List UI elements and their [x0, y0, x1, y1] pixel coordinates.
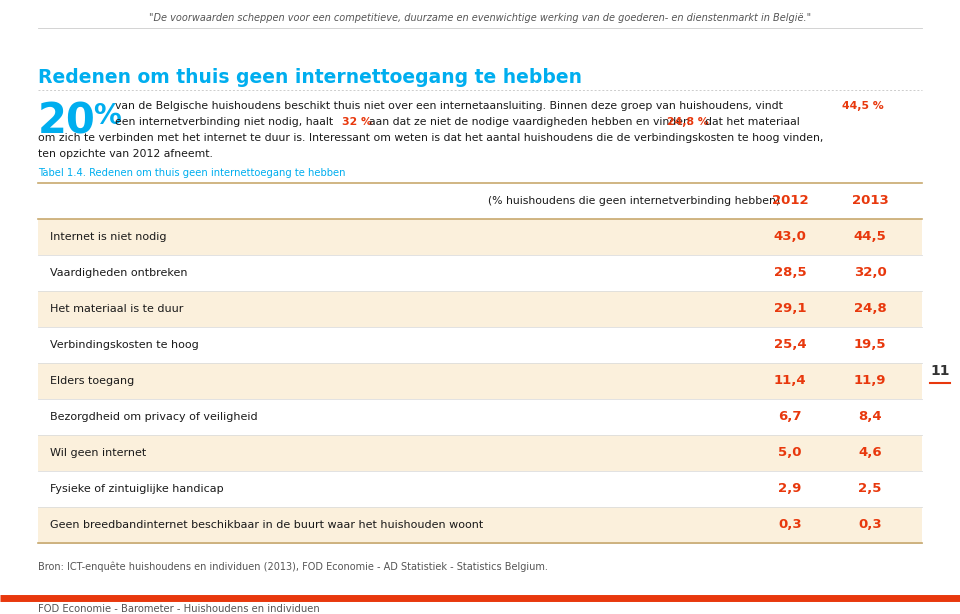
Text: ten opzichte van 2012 afneemt.: ten opzichte van 2012 afneemt.: [38, 149, 213, 159]
Text: 43,0: 43,0: [774, 230, 806, 244]
Text: %: %: [93, 102, 121, 130]
Text: 5,0: 5,0: [779, 446, 802, 459]
Bar: [38, 471, 922, 507]
Text: 0,3: 0,3: [779, 518, 802, 532]
Text: Het materiaal is te duur: Het materiaal is te duur: [50, 304, 183, 314]
Bar: [38, 435, 922, 471]
Text: Tabel 1.4. Redenen om thuis geen internettoegang te hebben: Tabel 1.4. Redenen om thuis geen interne…: [38, 168, 346, 178]
Text: 32,0: 32,0: [853, 266, 886, 279]
Text: 32 %: 32 %: [342, 117, 372, 127]
Text: 8,4: 8,4: [858, 411, 882, 424]
Text: 28,5: 28,5: [774, 266, 806, 279]
Text: 2013: 2013: [852, 195, 888, 208]
Text: Internet is niet nodig: Internet is niet nodig: [50, 232, 166, 242]
Text: 0,3: 0,3: [858, 518, 882, 532]
Bar: [38, 219, 922, 255]
Text: 2012: 2012: [772, 195, 808, 208]
Bar: [38, 507, 922, 543]
Text: 25,4: 25,4: [774, 338, 806, 351]
Text: Geen breedbandinternet beschikbaar in de buurt waar het huishouden woont: Geen breedbandinternet beschikbaar in de…: [50, 520, 483, 530]
Text: Fysieke of zintuiglijke handicap: Fysieke of zintuiglijke handicap: [50, 484, 224, 494]
Text: Vaardigheden ontbreken: Vaardigheden ontbreken: [50, 268, 187, 278]
Text: een internetverbinding niet nodig, haalt: een internetverbinding niet nodig, haalt: [115, 117, 333, 127]
Text: 2,5: 2,5: [858, 483, 881, 495]
Text: 11: 11: [930, 364, 949, 378]
Bar: [38, 399, 922, 435]
Text: 19,5: 19,5: [853, 338, 886, 351]
Text: 2,9: 2,9: [779, 483, 802, 495]
Bar: [38, 291, 922, 327]
Text: 11,9: 11,9: [853, 375, 886, 387]
Text: aan dat ze niet de nodige vaardigheden hebben en vinden: aan dat ze niet de nodige vaardigheden h…: [369, 117, 690, 127]
Text: 24,8 %: 24,8 %: [667, 117, 708, 127]
Text: 20: 20: [38, 100, 96, 142]
Text: 4,6: 4,6: [858, 446, 882, 459]
Text: 29,1: 29,1: [774, 303, 806, 316]
Text: Verbindingskosten te hoog: Verbindingskosten te hoog: [50, 340, 199, 350]
Text: 24,8: 24,8: [853, 303, 886, 316]
Text: Bezorgdheid om privacy of veiligheid: Bezorgdheid om privacy of veiligheid: [50, 412, 257, 422]
Bar: [38, 363, 922, 399]
Text: "De voorwaarden scheppen voor een competitieve, duurzame en evenwichtige werking: "De voorwaarden scheppen voor een compet…: [149, 13, 811, 23]
Bar: [38, 327, 922, 363]
Text: Redenen om thuis geen internettoegang te hebben: Redenen om thuis geen internettoegang te…: [38, 68, 582, 87]
Text: 11,4: 11,4: [774, 375, 806, 387]
Text: 6,7: 6,7: [779, 411, 802, 424]
Bar: [38, 255, 922, 291]
Text: 44,5 %: 44,5 %: [842, 101, 884, 111]
Text: FOD Economie - Barometer - Huishoudens en individuen: FOD Economie - Barometer - Huishoudens e…: [38, 604, 320, 614]
Text: 44,5: 44,5: [853, 230, 886, 244]
Text: Wil geen internet: Wil geen internet: [50, 448, 146, 458]
Text: (% huishoudens die geen internetverbinding hebben): (% huishoudens die geen internetverbindi…: [488, 196, 780, 206]
Text: om zich te verbinden met het internet te duur is. Interessant om weten is dat he: om zich te verbinden met het internet te…: [38, 133, 824, 143]
Text: dat het materiaal: dat het materiaal: [705, 117, 800, 127]
Text: Bron: ICT-enquête huishoudens en individuen (2013), FOD Economie - AD Statistiek: Bron: ICT-enquête huishoudens en individ…: [38, 561, 548, 572]
Text: Elders toegang: Elders toegang: [50, 376, 134, 386]
Text: van de Belgische huishoudens beschikt thuis niet over een internetaansluiting. B: van de Belgische huishoudens beschikt th…: [115, 101, 782, 111]
